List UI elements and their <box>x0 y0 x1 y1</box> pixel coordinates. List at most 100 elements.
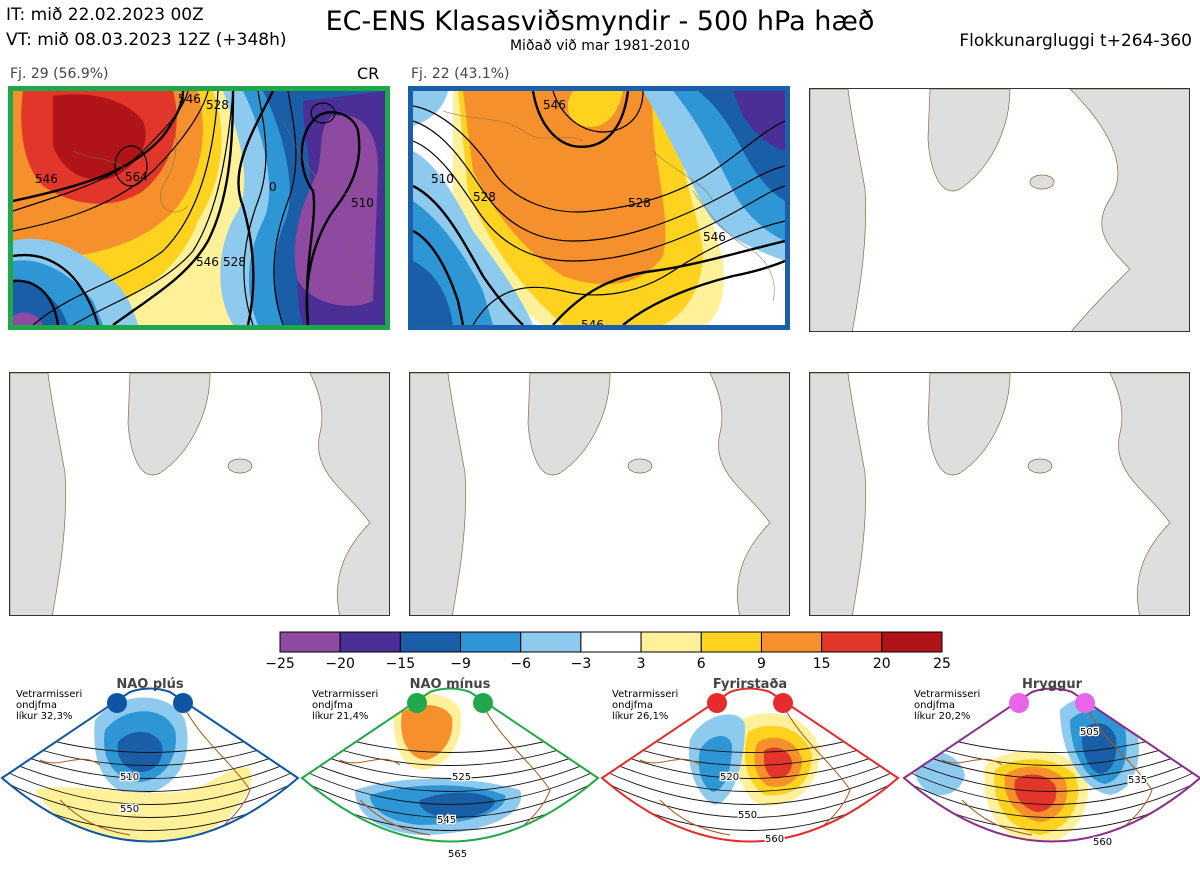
regime-statistic: ondjfma <box>612 700 653 711</box>
regime-marker-dot <box>173 693 193 713</box>
empty-map <box>810 89 1189 331</box>
regime-marker-dot <box>707 693 727 713</box>
empty-panel-3 <box>809 88 1190 332</box>
anomaly-fill <box>1014 774 1057 812</box>
contour-label: 528 <box>473 190 496 204</box>
regime-statistic: ondjfma <box>16 700 57 711</box>
contour-label: 546 <box>35 172 58 186</box>
regime-contour-label: 525 <box>452 772 471 783</box>
empty-map <box>810 373 1189 615</box>
regime-contour-label: 565 <box>448 849 467 860</box>
regime-contour-label: 545 <box>437 815 456 826</box>
anomaly-fill <box>763 747 792 779</box>
regime-statistic: líkur 21,4% <box>312 711 369 722</box>
regime-name: NAO mínus <box>409 677 491 692</box>
regime-statistic: Vetrarmisseri <box>914 689 981 700</box>
regime-name: NAO plús <box>116 677 184 692</box>
colorbar-tick-label: −25 <box>265 656 295 672</box>
init-time: IT: mið 22.02.2023 00Z <box>6 5 204 25</box>
anomaly-fill <box>419 792 495 819</box>
regime-marker-dot <box>1075 693 1095 713</box>
regime-marker-dot <box>473 693 493 713</box>
empty-map <box>410 373 789 615</box>
anomaly-fill <box>401 705 453 760</box>
cluster-map-2: 510 528 528 546 546 546 54 <box>413 91 785 325</box>
contour-label: 546 <box>581 318 604 325</box>
panel-1-tag: CR <box>357 64 380 83</box>
regime-contour-label: 535 <box>1128 775 1147 786</box>
contour-label: 510 <box>431 172 454 186</box>
regime-contour-label: 505 <box>1080 727 1099 738</box>
height-contour <box>2 768 298 805</box>
regime-marker-dot <box>107 693 127 713</box>
regime-statistic: Vetrarmisseri <box>312 689 379 700</box>
height-contour <box>2 746 298 779</box>
colorbar-tick-label: −15 <box>385 656 416 672</box>
regime-statistic: líkur 20,2% <box>914 711 971 722</box>
regime-marker-dot <box>773 693 793 713</box>
colorbar-tick-label: 3 <box>636 656 646 672</box>
contour-label: 546 <box>543 98 566 112</box>
height-contour <box>904 779 1200 818</box>
cluster-panel-1: 546 564 510 0 546 528 528 546 <box>8 86 390 330</box>
height-contour <box>302 757 598 792</box>
page-subtitle: Miðað við mar 1981-2010 <box>509 38 691 54</box>
classification-window: Flokkunargluggi t+264-360 <box>959 31 1192 51</box>
colorbar-tick-label: 9 <box>756 656 766 672</box>
regime-contour-label: 550 <box>738 810 757 821</box>
height-contour <box>904 746 1200 779</box>
regime-marker-dot <box>407 693 427 713</box>
regime-marker-dot <box>1009 693 1029 713</box>
contour-label: 546 <box>703 230 726 244</box>
contour-label: 546 <box>178 92 201 106</box>
contour-label: 0 <box>269 180 277 194</box>
contour-label: 510 <box>351 196 374 210</box>
regime-statistic: líkur 26,1% <box>612 711 669 722</box>
height-contour <box>602 746 898 779</box>
empty-map <box>10 373 389 615</box>
contour-label: 564 <box>125 170 148 184</box>
colorbar-tick-label: 6 <box>696 656 706 672</box>
height-contour <box>602 757 898 792</box>
contour-label: 528 <box>223 255 246 269</box>
cluster-panel-2: 510 528 528 546 546 546 54 <box>408 86 790 330</box>
regime-statistic: líkur 32,3% <box>16 711 73 722</box>
regime-name: Hryggur <box>1021 677 1083 692</box>
height-contour <box>602 779 898 818</box>
height-contour <box>904 768 1200 805</box>
regime-outline <box>600 687 900 843</box>
regime-contour-label: 550 <box>120 804 139 815</box>
colorbar-tick-label: 25 <box>933 656 951 672</box>
regime-contour-label: 560 <box>1093 837 1112 848</box>
height-contour <box>2 779 298 818</box>
colorbar-tick-label: −9 <box>450 656 471 672</box>
regime-name: Fyrirstaða <box>712 677 788 692</box>
height-contour <box>302 746 598 779</box>
empty-panel-6 <box>809 372 1190 616</box>
regime-contour-label: 520 <box>720 772 739 783</box>
regime-outline <box>300 687 600 843</box>
regime-contour-label: 510 <box>120 772 139 783</box>
panel-1-label: Fj. 29 (56.9%) <box>10 66 109 82</box>
colorbar-tick-label: −20 <box>325 656 355 672</box>
regime-statistic: ondjfma <box>914 700 955 711</box>
colorbar-tick-label: −6 <box>510 656 532 672</box>
anomaly-fill <box>117 731 163 772</box>
anomaly-fill <box>1015 847 1045 859</box>
regime-outline <box>0 687 300 843</box>
regime-contour-label: 560 <box>765 834 784 845</box>
panel-2-label: Fj. 22 (43.1%) <box>411 66 510 82</box>
regime-statistic: Vetrarmisseri <box>612 689 679 700</box>
regime-statistic: ondjfma <box>312 700 353 711</box>
colorbar-tick-label: 15 <box>812 656 831 672</box>
contour-label: 546 <box>196 255 219 269</box>
height-contour <box>904 757 1200 792</box>
page-title: EC-ENS Klasasviðsmyndir - 500 hPa hæð <box>325 6 875 37</box>
height-contour <box>302 779 598 818</box>
colorbar-tick-label: 20 <box>872 656 891 672</box>
empty-panel-5 <box>409 372 790 616</box>
